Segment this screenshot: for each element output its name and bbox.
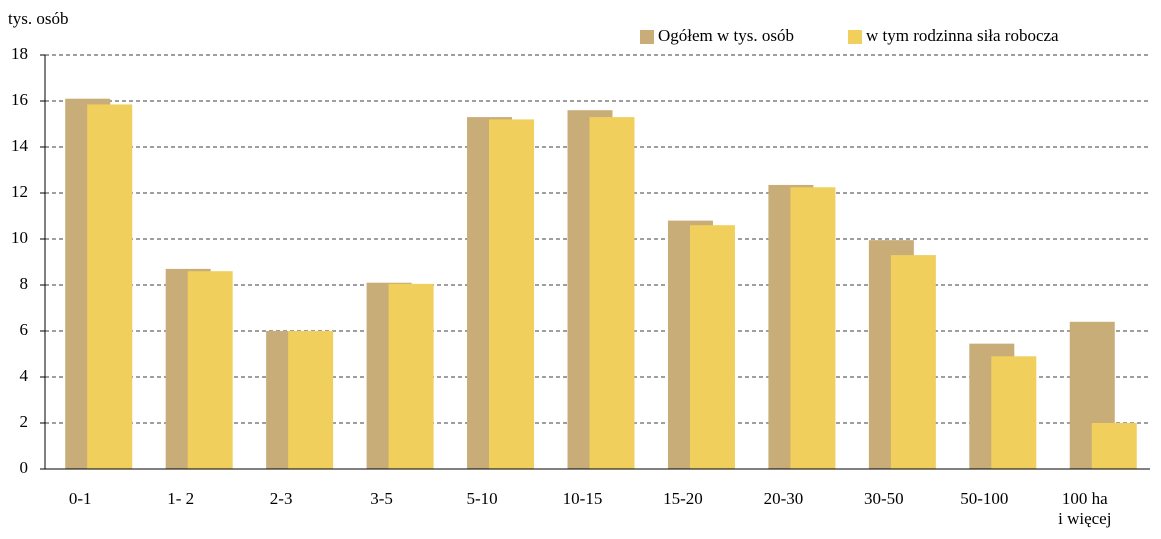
y-tick-label: 10 <box>11 228 28 247</box>
legend-label: w tym rodzinna siła robocza <box>866 26 1059 45</box>
y-tick-label: 6 <box>20 320 29 339</box>
x-tick-label: 2-3 <box>269 489 293 508</box>
bar <box>589 117 635 469</box>
y-tick-label: 2 <box>20 412 29 431</box>
y-tick-label: 14 <box>11 136 29 155</box>
y-tick-label: 16 <box>11 90 28 109</box>
x-tick-label: 3-5 <box>370 489 393 508</box>
bar <box>288 331 334 469</box>
y-tick-label: 0 <box>20 458 29 477</box>
bar <box>388 283 434 469</box>
x-tick-label: 5-10 <box>466 489 498 508</box>
bar <box>790 187 836 469</box>
y-tick-label: 12 <box>11 182 28 201</box>
y-tick-label: 4 <box>20 366 29 385</box>
y-tick-label: 8 <box>20 274 29 293</box>
x-tick-label: 50-100 <box>960 489 1009 508</box>
x-tick-label: 10-15 <box>562 489 603 508</box>
x-tick-label: 15-20 <box>663 489 703 508</box>
y-axis-label: tys. osób <box>8 9 68 28</box>
legend-label: Ogółem w tys. osób <box>658 26 794 45</box>
bar <box>87 104 133 469</box>
bar <box>489 119 535 470</box>
x-tick-label: 30-50 <box>864 489 904 508</box>
x-tick-label: 1- 2 <box>167 489 195 508</box>
bar <box>991 356 1037 469</box>
x-tick-label: 20-30 <box>763 489 804 508</box>
legend-swatch <box>640 30 654 44</box>
bar <box>1091 423 1137 469</box>
bar <box>890 255 936 469</box>
legend-swatch <box>848 30 862 44</box>
y-tick-label: 18 <box>11 44 28 63</box>
x-tick-label: 0-1 <box>68 489 92 508</box>
bar <box>689 225 735 469</box>
x-tick-label: 100 ha i więcej <box>1058 489 1112 528</box>
bar <box>187 271 233 469</box>
